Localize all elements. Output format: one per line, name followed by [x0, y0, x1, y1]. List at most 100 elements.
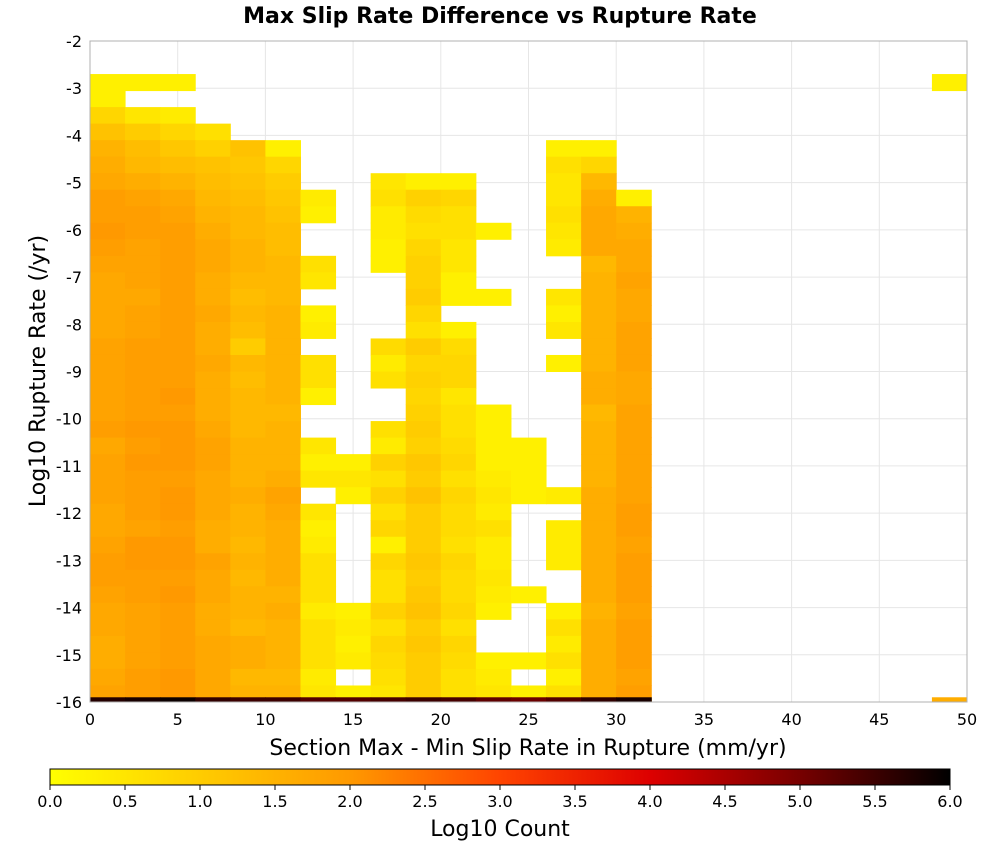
- heatmap-cell: [230, 487, 266, 505]
- heatmap-cell: [300, 354, 337, 372]
- heatmap-cell: [160, 586, 196, 604]
- heatmap-cell: [546, 602, 582, 620]
- heatmap-cell: [616, 421, 652, 439]
- heatmap-cell: [125, 586, 161, 604]
- heatmap-cell: [90, 90, 126, 108]
- heatmap-cell: [265, 503, 301, 521]
- heatmap-cell: [125, 206, 161, 224]
- heatmap-cell: [160, 388, 196, 406]
- heatmap-cell: [581, 371, 617, 389]
- heatmap-cell: [335, 454, 372, 472]
- heatmap-cell: [616, 189, 652, 207]
- heatmap-cell: [440, 569, 477, 587]
- heatmap-cell: [230, 255, 266, 273]
- heatmap-cell: [265, 404, 301, 422]
- heatmap-cell: [405, 487, 442, 505]
- heatmap-cell: [616, 652, 652, 670]
- heatmap-cell: [160, 354, 196, 372]
- heatmap-cell: [405, 536, 442, 554]
- heatmap-cell: [230, 354, 266, 372]
- heatmap-cell: [475, 536, 512, 554]
- heatmap-cell: [440, 586, 477, 604]
- heatmap-cell: [405, 421, 442, 439]
- heatmap-cell: [300, 520, 337, 538]
- heatmap-cell: [265, 421, 301, 439]
- heatmap-cell: [300, 602, 337, 620]
- y-tick-label: -12: [56, 504, 82, 523]
- heatmap-cell: [546, 239, 582, 257]
- heatmap-cell: [370, 222, 407, 240]
- heatmap-cell: [230, 371, 266, 389]
- heatmap-cell: [90, 189, 126, 207]
- heatmap-cell: [440, 404, 477, 422]
- heatmap-cell: [230, 173, 266, 191]
- heatmap-cell: [125, 454, 161, 472]
- heatmap-cell: [230, 652, 266, 670]
- heatmap-cell: [405, 206, 442, 224]
- heatmap-cell: [265, 602, 301, 620]
- heatmap-cell: [370, 470, 407, 488]
- heatmap-cell: [405, 388, 442, 406]
- heatmap-cell: [300, 305, 337, 323]
- heatmap-cell: [160, 470, 196, 488]
- heatmap-cell: [195, 354, 231, 372]
- heatmap-cell: [195, 140, 231, 158]
- heatmap-cell: [405, 272, 442, 290]
- heatmap-cell: [195, 454, 231, 472]
- heatmap-cell: [405, 338, 442, 356]
- heatmap-cell: [230, 305, 266, 323]
- heatmap-cell: [300, 553, 337, 571]
- heatmap-cell: [195, 553, 231, 571]
- heatmap-cell: [440, 487, 477, 505]
- heatmap-cell: [581, 388, 617, 406]
- heatmap-cell: [931, 697, 968, 702]
- heatmap-cell: [265, 206, 301, 224]
- heatmap-cell: [405, 619, 442, 637]
- heatmap-cell: [616, 697, 652, 702]
- heatmap-cell: [195, 272, 231, 290]
- chart-title: Max Slip Rate Difference vs Rupture Rate: [243, 4, 757, 29]
- heatmap-cell: [475, 487, 512, 505]
- colorbar-tick-label: 5.0: [787, 792, 812, 811]
- heatmap-cell: [265, 697, 301, 702]
- colorbar-tick-label: 5.5: [862, 792, 887, 811]
- heatmap-cell: [475, 503, 512, 521]
- heatmap-cell: [581, 404, 617, 422]
- heatmap-cell: [546, 536, 582, 554]
- heatmap-cell: [160, 619, 196, 637]
- heatmap-cell: [160, 652, 196, 670]
- heatmap-cell: [546, 635, 582, 653]
- heatmap-cell: [616, 255, 652, 273]
- heatmap-cell: [160, 487, 196, 505]
- heatmap-cell: [440, 553, 477, 571]
- heatmap-cell: [90, 602, 126, 620]
- heatmap-cell: [160, 421, 196, 439]
- heatmap-cell: [265, 520, 301, 538]
- heatmap-cell: [160, 305, 196, 323]
- heatmap-cell: [370, 255, 407, 273]
- heatmap-cell: [300, 470, 337, 488]
- heatmap-cell: [370, 437, 407, 455]
- heatmap-cell: [931, 74, 968, 92]
- heatmap-cell: [125, 74, 161, 92]
- heatmap-cell: [90, 421, 126, 439]
- heatmap-cell: [546, 222, 582, 240]
- heatmap-cell: [90, 222, 126, 240]
- heatmap-cell: [230, 520, 266, 538]
- heatmap-cell: [265, 388, 301, 406]
- heatmap-cell: [160, 404, 196, 422]
- heatmap-cell: [405, 602, 442, 620]
- heatmap-cell: [90, 697, 126, 702]
- heatmap-cell: [125, 536, 161, 554]
- heatmap-cell: [475, 602, 512, 620]
- heatmap-cell: [230, 338, 266, 356]
- heatmap-cell: [160, 437, 196, 455]
- heatmap-cell: [90, 140, 126, 158]
- heatmap-cell: [616, 305, 652, 323]
- heatmap-cell: [546, 652, 582, 670]
- heatmap-cell: [125, 487, 161, 505]
- heatmap-cell: [90, 487, 126, 505]
- heatmap-cell: [546, 697, 582, 702]
- heatmap-cell: [370, 602, 407, 620]
- heatmap-cell: [581, 635, 617, 653]
